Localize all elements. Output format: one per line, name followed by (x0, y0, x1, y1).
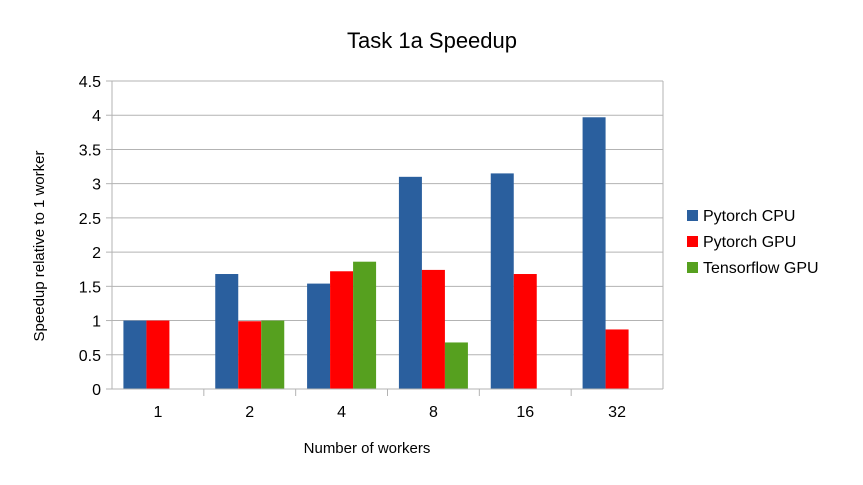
bar-pytorch-gpu-16 (513, 274, 537, 389)
y-tick-label: 4.5 (79, 74, 101, 91)
legend-label: Pytorch CPU (703, 208, 795, 225)
y-tick-label: 0 (92, 382, 101, 399)
x-tick-label: 16 (516, 404, 534, 421)
y-axis-label: Speedup relative to 1 worker (31, 151, 48, 342)
bar-tensorflow-gpu-4 (353, 261, 377, 389)
x-tick-label: 4 (337, 404, 346, 421)
x-axis-label: Number of workers (304, 440, 431, 457)
chart-title: Task 1a Speedup (347, 28, 517, 53)
y-tick-label: 1 (92, 314, 101, 331)
bar-pytorch-cpu-16 (490, 173, 514, 389)
y-tick-label: 4 (92, 108, 101, 125)
bar-tensorflow-gpu-2 (261, 320, 285, 389)
bar-pytorch-cpu-4 (307, 283, 331, 389)
legend-swatch (687, 236, 698, 247)
y-tick-label: 2 (92, 245, 101, 262)
y-tick-label: 3 (92, 177, 101, 194)
bars (123, 117, 629, 389)
y-tick-label: 0.5 (79, 348, 101, 365)
y-tick-label: 3.5 (79, 142, 101, 159)
x-tick-label: 8 (429, 404, 438, 421)
legend-swatch (687, 262, 698, 273)
bar-pytorch-cpu-1 (123, 320, 147, 389)
legend-swatch (687, 210, 698, 221)
bar-tensorflow-gpu-8 (444, 342, 468, 389)
bar-pytorch-cpu-2 (215, 274, 239, 389)
gridlines (112, 80, 663, 390)
bar-pytorch-gpu-4 (330, 271, 354, 389)
y-tick-label: 1.5 (79, 279, 101, 296)
legend-label: Tensorflow GPU (703, 260, 819, 277)
bar-pytorch-gpu-32 (605, 329, 629, 389)
bar-pytorch-gpu-8 (421, 269, 445, 389)
axes: 0 0.5 1 1.5 2 2.5 3 3.5 4 4.5 1 2 4 8 16 32 (79, 74, 664, 421)
y-tick-label: 2.5 (79, 211, 101, 228)
bar-pytorch-cpu-32 (582, 117, 606, 389)
x-tick-label: 2 (245, 404, 254, 421)
legend: Pytorch CPU Pytorch GPU Tensorflow GPU (687, 208, 819, 277)
bar-pytorch-gpu-2 (238, 321, 262, 389)
x-tick-label: 1 (153, 404, 162, 421)
x-tick-label: 32 (608, 404, 626, 421)
bar-pytorch-gpu-1 (146, 320, 170, 389)
bar-pytorch-cpu-8 (398, 176, 422, 389)
legend-label: Pytorch GPU (703, 234, 796, 251)
